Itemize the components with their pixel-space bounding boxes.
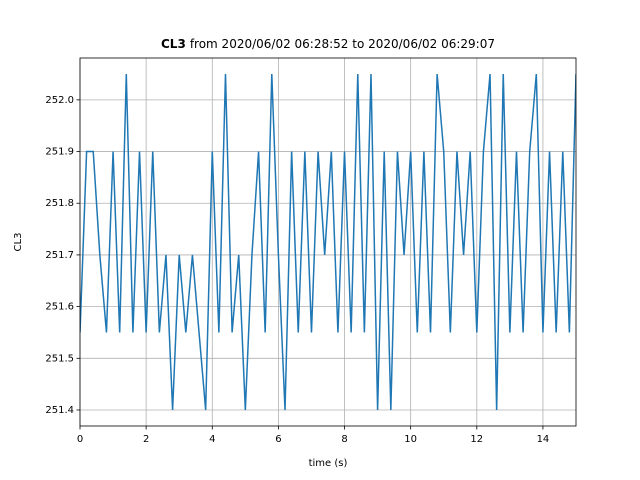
x-tick-label: 8 bbox=[341, 434, 347, 445]
x-tick-label: 14 bbox=[537, 434, 550, 445]
x-tick-label: 10 bbox=[404, 434, 417, 445]
x-tick-label: 6 bbox=[275, 434, 281, 445]
y-tick-label: 251.6 bbox=[45, 302, 74, 313]
x-tick-label: 4 bbox=[209, 434, 215, 445]
data-line bbox=[80, 73, 576, 411]
x-tick-label: 2 bbox=[143, 434, 149, 445]
x-axis-label: time (s) bbox=[309, 458, 348, 469]
x-tick-label: 12 bbox=[470, 434, 483, 445]
y-tick-label: 251.9 bbox=[45, 147, 74, 158]
axes-frame bbox=[79, 57, 577, 427]
x-tick-label: 0 bbox=[77, 434, 83, 445]
title-bold: CL3 bbox=[161, 37, 186, 51]
y-tick-label: 251.8 bbox=[45, 198, 74, 209]
y-tick-label: 251.7 bbox=[45, 250, 74, 261]
y-axis-label: CL3 bbox=[13, 233, 24, 252]
y-tick-label: 251.4 bbox=[45, 405, 74, 416]
chart-title: CL3 from 2020/06/02 06:28:52 to 2020/06/0… bbox=[161, 37, 495, 51]
y-tick-label: 252.0 bbox=[45, 95, 74, 106]
title-rest: from 2020/06/02 06:28:52 to 2020/06/02 0… bbox=[190, 37, 495, 51]
y-tick-label: 251.5 bbox=[45, 353, 74, 364]
